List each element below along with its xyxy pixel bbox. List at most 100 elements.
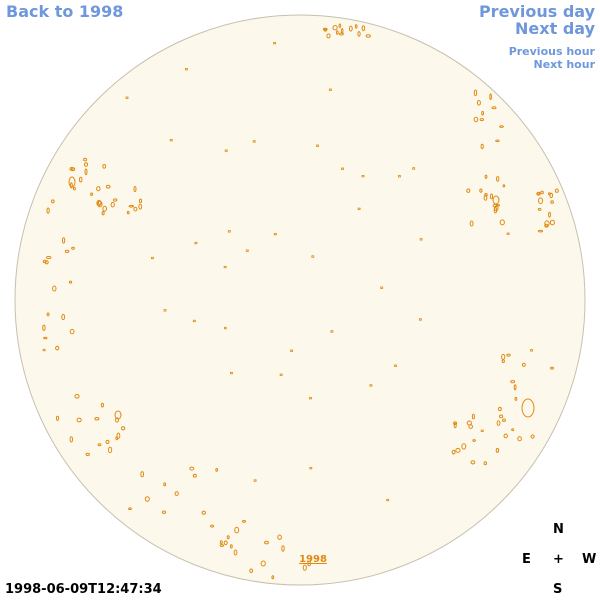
contour-speck [357, 207, 361, 211]
contour-speck [97, 200, 103, 208]
contour-speck [483, 461, 487, 466]
contour-speck [495, 139, 500, 143]
contour-speck [52, 285, 57, 292]
contour-speck [496, 420, 501, 426]
previous-hour-link[interactable]: Previous hour [508, 45, 595, 58]
contour-speck [83, 162, 89, 167]
contour-speck [42, 324, 46, 331]
contour-speck [61, 313, 66, 321]
contour-speck [192, 319, 196, 323]
contour-loop [114, 410, 122, 420]
contour-speck [494, 205, 499, 212]
contour-speck [74, 394, 80, 399]
compass-east-label: E [522, 552, 531, 567]
contour-speck [62, 237, 66, 244]
contour-speck [108, 446, 113, 454]
contour-speck [365, 34, 371, 38]
contour-speck [550, 200, 554, 204]
contour-speck [42, 348, 46, 352]
contour-speck [469, 220, 474, 227]
contour-speck [361, 25, 366, 32]
contour-speck [307, 560, 311, 567]
contour-speck [94, 417, 100, 421]
contour-speck [397, 175, 401, 178]
contour-speck [554, 188, 559, 193]
contour-speck [386, 498, 390, 502]
contour-speck [481, 110, 485, 116]
contour-speck [101, 211, 105, 216]
contour-speck [55, 415, 60, 421]
previous-day-link[interactable]: Previous day [478, 2, 595, 21]
contour-speck [538, 197, 544, 204]
contour-speck [133, 186, 137, 192]
contour-speck [357, 31, 361, 37]
active-region-contours [42, 23, 559, 580]
contour-speck [71, 246, 75, 250]
contour-speck [116, 432, 121, 439]
contour-speck [72, 186, 76, 191]
contour-speck [174, 491, 179, 497]
contour-speck [412, 167, 416, 170]
contour-speck [113, 198, 118, 202]
contour-speck [224, 149, 228, 152]
contour-speck [503, 433, 508, 439]
contour-speck [69, 436, 74, 443]
next-hour-link[interactable]: Next hour [533, 58, 596, 71]
contour-speck [100, 402, 105, 408]
contour-speck [189, 466, 195, 471]
contour-speck [470, 460, 476, 465]
contour-speck [42, 259, 47, 264]
contour-speck [491, 106, 497, 110]
contour-speck [316, 144, 319, 147]
contour-speck [68, 280, 73, 284]
contour-speck [252, 140, 256, 143]
contour-speck [150, 256, 154, 260]
contour-speck [110, 201, 115, 208]
contour-speck [506, 353, 511, 357]
contour-speck [273, 232, 277, 236]
contour-speck [144, 496, 150, 502]
contour-speck [501, 359, 505, 364]
contour-speck [530, 434, 535, 439]
contour-speck [335, 30, 339, 35]
year-link[interactable]: 1998 [299, 554, 327, 565]
back-to-year-link[interactable]: Back to 1998 [6, 2, 124, 21]
contour-speck [201, 510, 207, 515]
contour-speck [361, 174, 365, 178]
contour-speck [234, 526, 240, 534]
contour-speck [496, 176, 500, 182]
contour-speck [476, 100, 481, 106]
next-day-link[interactable]: Next day [515, 19, 595, 38]
contour-speck [194, 241, 198, 245]
contour-speck [161, 510, 167, 514]
contour-speck [341, 167, 344, 170]
contour-speck [339, 32, 344, 36]
contour-speck [549, 192, 554, 199]
contour-speck [46, 312, 50, 317]
contour-speck [530, 349, 533, 352]
contour-speck [69, 328, 75, 335]
compass-center-marker: + [553, 552, 564, 567]
compass-north-label: N [553, 522, 564, 537]
contour-speck [105, 184, 111, 189]
contour-loop [521, 398, 535, 418]
contour-loop [492, 195, 500, 205]
contour-speck [71, 167, 76, 172]
contour-speck [271, 575, 275, 580]
contour-speck [163, 309, 167, 312]
contour-speck [227, 230, 231, 233]
contour-speck [348, 25, 353, 32]
contour-speck [517, 436, 522, 442]
contour-speck [466, 420, 472, 426]
contour-speck [537, 207, 542, 211]
contour-speck [453, 421, 458, 426]
contour-speck [484, 174, 488, 179]
contour-speck [70, 182, 73, 189]
contour-speck [483, 194, 488, 201]
contour-speck [473, 116, 479, 123]
contour-speck [418, 318, 422, 321]
compass-west-label: W [582, 552, 597, 567]
contour-speck [311, 255, 315, 258]
contour-speck [510, 380, 516, 384]
